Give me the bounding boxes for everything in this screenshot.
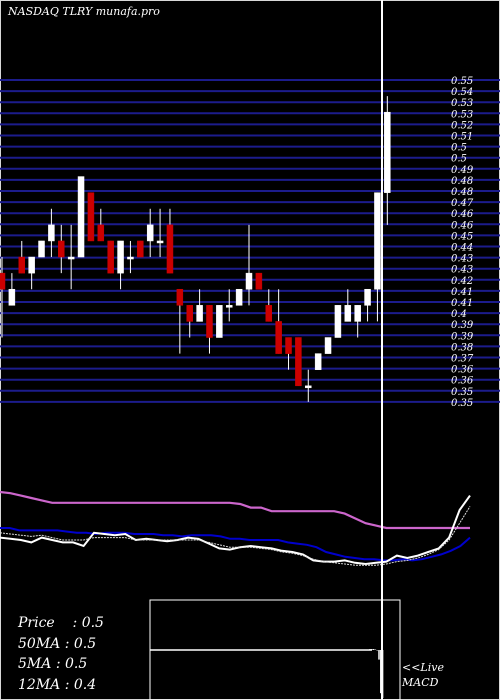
stat-12ma-value: 0.4 [73,677,97,693]
candle-up [364,288,371,306]
stat-separator: : [59,615,82,631]
y-tick-label: 0.41 [451,287,473,298]
candle-down [87,192,95,242]
y-tick-label: 0.47 [451,198,474,209]
candle-down [18,256,26,274]
y-tick-label: 0.52 [451,120,473,131]
y-tick-label: 0.54 [451,87,473,98]
y-tick-label: 0.43 [451,265,473,276]
candle-down [275,321,282,354]
candle-up [324,337,332,354]
live-macd-line2: MACD [402,676,439,689]
y-tick-label: 0.39 [451,331,474,342]
candle-up [374,192,381,290]
y-tick-label: 0.5 [451,154,467,165]
candle-up [48,224,55,242]
candle-down [176,288,184,306]
y-tick-label: 0.35 [451,387,473,398]
y-tick-label: 0.43 [451,254,473,265]
candle-up [38,240,45,258]
ma-short-line [0,506,471,566]
stat-50ma-value: 0.5 [73,636,97,652]
y-tick-label: 0.42 [451,276,473,287]
candle-up [146,224,154,242]
candle-down [285,337,292,354]
y-tick-label: 0.48 [451,187,473,198]
candle-down [0,272,6,290]
stat-price-label: Price [18,615,55,631]
candle-up [196,305,203,322]
candle-up [156,240,164,244]
y-tick-label: 0.48 [451,176,473,187]
y-tick-label: 0.46 [451,220,474,231]
ma-mid-line [0,527,471,562]
y-tick-label: 0.36 [451,376,474,387]
candle-up [216,305,223,338]
candle-down [186,305,193,322]
candle-up [334,305,342,338]
stat-50ma: 50MA : 0.5 [18,636,96,652]
stat-5ma: 5MA : 0.5 [18,656,87,672]
y-tick-label: 0.53 [451,98,473,109]
candle-up [67,256,75,260]
y-tick-label: 0.45 [451,231,473,242]
candle-up [117,240,124,274]
y-tick-label: 0.46 [451,209,474,220]
y-tick-label: 0.39 [451,320,474,331]
y-tick-label: 0.49 [451,165,474,176]
y-tick-label: 0.4 [451,309,467,320]
y-tick-label: 0.41 [451,298,473,309]
candle-up [305,385,312,389]
y-tick-label: 0.36 [451,365,474,376]
stat-5ma-label: 5MA [18,656,52,672]
stat-separator: : [55,656,65,672]
stat-12ma: 12MA : 0.4 [18,677,96,693]
candle-up [8,288,16,306]
candle-down [206,305,213,338]
y-tick-label: 0.38 [451,342,473,353]
candle-up [384,111,391,193]
candle-down [255,272,263,290]
candle-up [235,288,243,306]
live-macd-line1: <<Live [402,661,444,674]
candle-down [265,305,273,322]
y-tick-label: 0.35 [451,398,473,409]
candle-up [127,256,134,260]
candle-down [107,240,114,274]
y-tick-label: 0.53 [451,109,473,120]
price-line [0,495,471,566]
candle-up [225,305,233,308]
candle-down [58,240,65,258]
stat-50ma-label: 50MA [18,636,61,652]
stat-separator: : [64,636,74,652]
stat-separator: : [64,677,74,693]
y-tick-label: 0.37 [451,354,474,365]
chart-title: NASDAQ TLRY munafa.pro [8,5,160,18]
y-tick-label: 0.55 [451,76,473,87]
live-macd-label: <<Live MACD [402,660,444,690]
candle-up [344,305,352,322]
stat-price-value: 0.5 [81,615,104,631]
candle-down [137,240,144,258]
ma-long-line [0,490,470,530]
candle-up [77,176,85,258]
candle-up [245,272,253,290]
candle-down [166,224,174,274]
candle-down [295,337,302,387]
y-tick-label: 0.51 [451,132,473,143]
y-tick-label: 0.5 [451,143,467,154]
candle-down [97,224,105,242]
stat-5ma-value: 0.5 [64,656,88,672]
stat-price: Price : 0.5 [18,615,104,631]
stat-12ma-label: 12MA [18,677,61,693]
candle-up [28,256,35,274]
candle-up [354,305,361,322]
candle-up [314,353,322,370]
y-tick-label: 0.44 [451,243,473,254]
